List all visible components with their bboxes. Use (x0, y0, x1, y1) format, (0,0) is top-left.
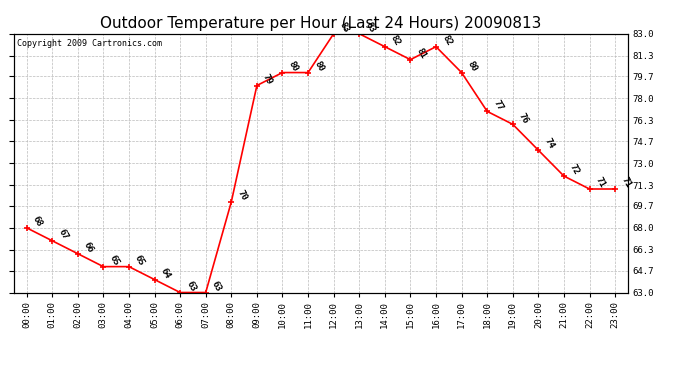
Text: 80: 80 (286, 59, 299, 73)
Text: 76: 76 (517, 111, 530, 125)
Text: 72: 72 (568, 163, 581, 177)
Text: 63: 63 (184, 279, 197, 293)
Text: 64: 64 (159, 266, 172, 280)
Title: Outdoor Temperature per Hour (Last 24 Hours) 20090813: Outdoor Temperature per Hour (Last 24 Ho… (100, 16, 542, 31)
Text: 81: 81 (415, 46, 428, 60)
Text: 71: 71 (593, 176, 607, 190)
Text: Copyright 2009 Cartronics.com: Copyright 2009 Cartronics.com (17, 39, 162, 48)
Text: 83: 83 (338, 21, 351, 34)
Text: 80: 80 (466, 59, 479, 73)
Text: 82: 82 (389, 33, 402, 47)
Text: 68: 68 (31, 214, 44, 228)
Text: 63: 63 (210, 279, 223, 293)
Text: 83: 83 (364, 21, 377, 34)
Text: 66: 66 (82, 240, 95, 254)
Text: 79: 79 (261, 72, 274, 86)
Text: 65: 65 (108, 254, 121, 267)
Text: 67: 67 (57, 228, 70, 242)
Text: 82: 82 (440, 33, 453, 47)
Text: 80: 80 (312, 59, 326, 73)
Text: 70: 70 (235, 189, 248, 202)
Text: 71: 71 (619, 176, 633, 190)
Text: 65: 65 (133, 254, 146, 267)
Text: 74: 74 (542, 137, 555, 151)
Text: 77: 77 (491, 98, 504, 112)
